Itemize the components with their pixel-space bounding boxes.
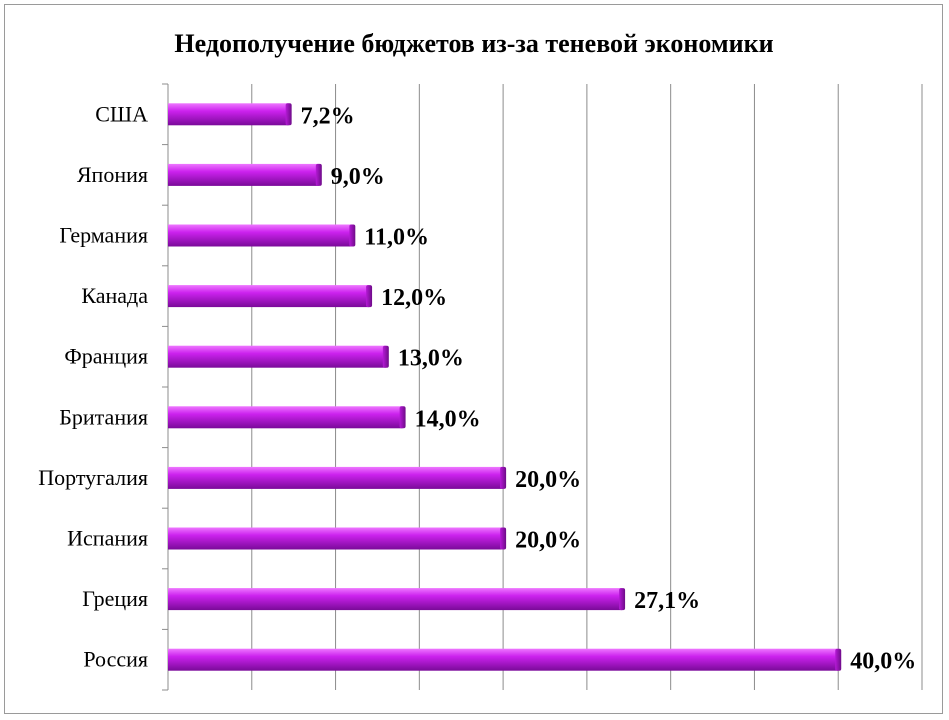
category-label: Испания <box>67 526 148 551</box>
bar-body <box>168 648 839 671</box>
bar-end-cap <box>366 285 373 308</box>
data-label: 14,0% <box>415 406 481 432</box>
bar-end-cap <box>399 406 406 429</box>
bar-body <box>168 406 403 429</box>
bar <box>168 224 356 247</box>
bar-end-cap <box>500 466 507 489</box>
bar <box>168 103 292 126</box>
data-label: 7,2% <box>301 103 355 129</box>
bar-end-cap <box>285 103 292 126</box>
category-label: США <box>95 101 148 126</box>
bar <box>168 466 507 489</box>
category-label: Франция <box>64 344 148 369</box>
bar <box>168 406 406 429</box>
data-label: 9,0% <box>331 164 385 190</box>
data-label: 20,0% <box>515 467 581 493</box>
category-label: Канада <box>81 283 148 308</box>
data-label: 40,0% <box>850 649 916 675</box>
bar-body <box>168 103 289 126</box>
bar <box>168 527 507 550</box>
bar-body <box>168 345 386 368</box>
bar-body <box>168 466 504 489</box>
category-label: Британия <box>59 404 148 429</box>
category-labels: США Япония Германия Канада Франция Британия По… <box>38 101 148 671</box>
bar <box>168 345 389 368</box>
bar-body <box>168 224 353 247</box>
bar-end-cap <box>835 648 842 671</box>
bar-end-cap <box>349 224 356 247</box>
category-label: Россия <box>83 647 148 672</box>
bar <box>168 285 373 308</box>
bar-end-cap <box>315 163 322 186</box>
bar-end-cap <box>500 527 507 550</box>
bar-body <box>168 285 370 308</box>
bars <box>168 103 842 671</box>
bar <box>168 648 842 671</box>
category-label: Португалия <box>38 465 148 490</box>
data-label: 12,0% <box>381 285 447 311</box>
value-labels: 7,2% 9,0% 11,0% 12,0% 13,0% 14,0% 20,0% 20,0% 27… <box>301 103 917 674</box>
bar-end-cap <box>619 588 626 611</box>
bar-body <box>168 163 319 186</box>
y-axis <box>162 83 169 691</box>
bar <box>168 588 626 611</box>
chart-title: Недополучение бюджетов из-за теневой эко… <box>174 29 773 58</box>
category-label: Япония <box>77 162 148 187</box>
bar <box>168 163 322 186</box>
data-label: 11,0% <box>364 225 429 251</box>
category-label: Греция <box>82 586 148 611</box>
data-label: 20,0% <box>515 528 581 554</box>
category-label: Германия <box>59 223 148 248</box>
bar-body <box>168 588 623 611</box>
bar-body <box>168 527 504 550</box>
data-label: 27,1% <box>634 588 700 614</box>
bar-end-cap <box>382 345 389 368</box>
data-label: 13,0% <box>398 346 464 372</box>
